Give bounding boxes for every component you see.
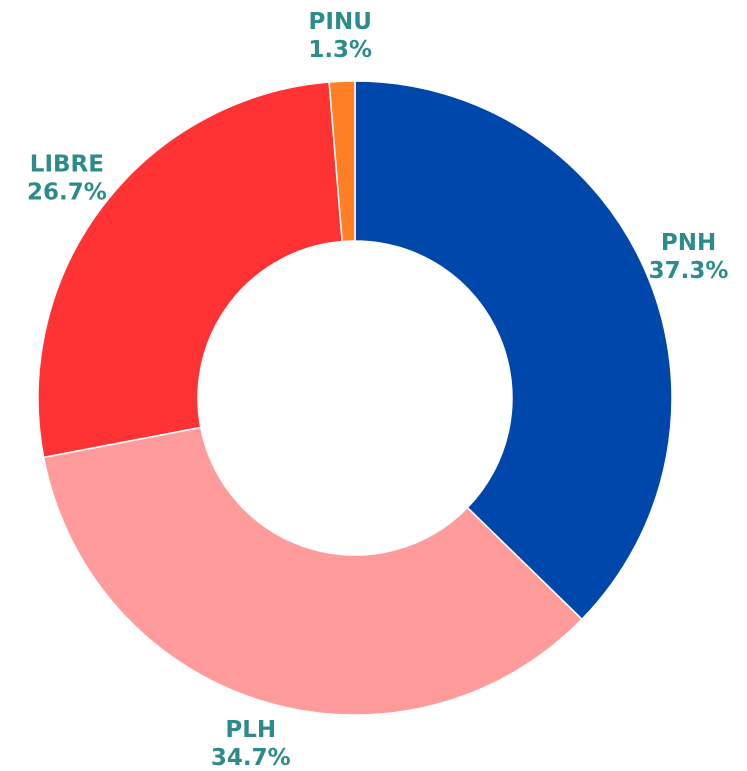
- value-label: 37.3%: [649, 258, 729, 284]
- slice-label: PINU: [309, 9, 372, 35]
- value-label: 26.7%: [27, 179, 107, 205]
- donut-slice: [328, 80, 356, 243]
- donut-slice: [37, 81, 343, 459]
- slice-label: PNH: [661, 230, 716, 256]
- slice-label: PLH: [225, 717, 276, 743]
- value-label: 34.7%: [211, 745, 291, 771]
- slice-label: LIBRE: [30, 151, 104, 177]
- donut-slice: [42, 426, 584, 716]
- donut-slice: [354, 80, 673, 621]
- value-label: 1.3%: [308, 37, 372, 63]
